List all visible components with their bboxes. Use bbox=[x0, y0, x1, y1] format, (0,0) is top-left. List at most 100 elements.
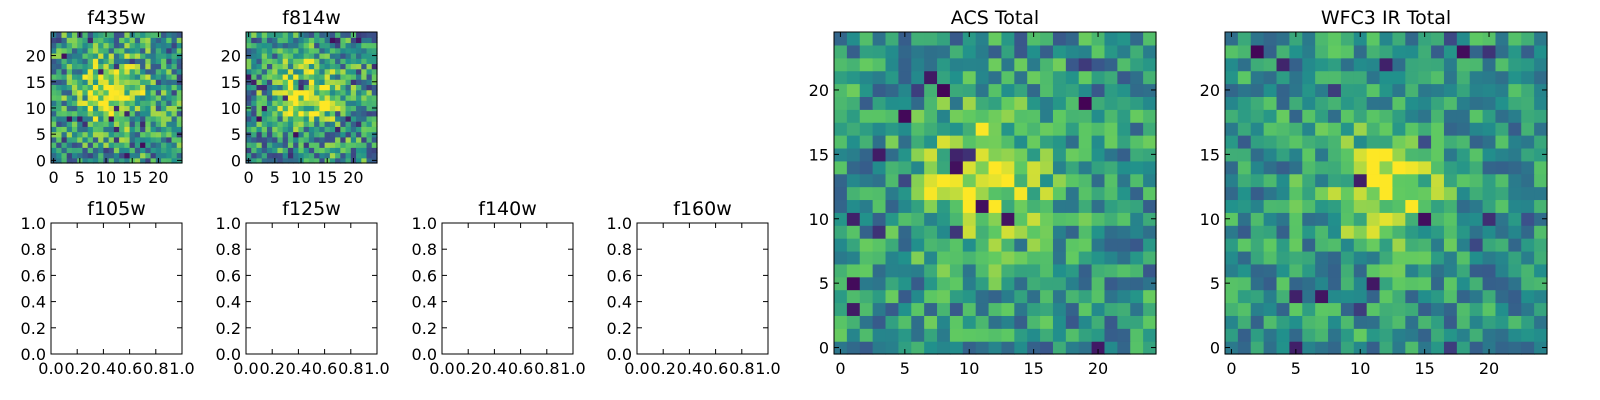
heatmap-cell bbox=[1366, 276, 1381, 291]
heatmap-cell bbox=[1495, 250, 1509, 265]
heatmap-cell bbox=[266, 58, 273, 65]
heatmap-cell bbox=[266, 52, 273, 59]
heatmap-cell bbox=[287, 110, 294, 117]
heatmap-cell bbox=[1392, 289, 1406, 304]
heatmap-cell bbox=[51, 47, 57, 54]
heatmap-cell bbox=[103, 68, 110, 75]
heatmap-cell bbox=[82, 142, 89, 148]
heatmap-cell bbox=[949, 302, 964, 316]
heatmap-cell bbox=[150, 100, 157, 106]
heatmap-cell bbox=[1143, 83, 1157, 97]
heatmap-cell bbox=[1225, 70, 1239, 85]
heatmap-cell bbox=[1250, 160, 1265, 175]
heatmap-cell bbox=[335, 63, 341, 70]
heatmap-cell bbox=[345, 94, 352, 101]
heatmap-cell bbox=[846, 109, 861, 123]
heatmap-cell bbox=[1143, 70, 1157, 85]
heatmap-cell bbox=[176, 89, 183, 96]
heatmap-cell bbox=[366, 100, 373, 106]
heatmap-cell bbox=[1508, 135, 1522, 149]
heatmap-cell bbox=[324, 100, 331, 106]
heatmap-cell bbox=[272, 115, 279, 122]
heatmap-cell bbox=[140, 73, 146, 80]
heatmap-cell bbox=[66, 105, 73, 112]
heatmap-cell bbox=[1250, 96, 1265, 110]
heatmap-cell bbox=[82, 73, 89, 80]
heatmap-cell bbox=[119, 73, 125, 80]
heatmap-cell bbox=[859, 186, 874, 201]
heatmap-cell bbox=[66, 142, 73, 148]
heatmap-cell bbox=[308, 105, 315, 112]
heatmap-cell bbox=[1091, 57, 1106, 72]
heatmap-cell bbox=[846, 315, 861, 329]
heatmap-cell bbox=[1379, 173, 1394, 188]
heatmap-cell bbox=[319, 94, 326, 101]
heatmap-cell bbox=[150, 94, 157, 101]
heatmap-cell bbox=[293, 84, 299, 91]
heatmap-cell bbox=[119, 142, 125, 148]
heatmap-cell bbox=[319, 157, 326, 164]
y-tick-label: 0 bbox=[231, 151, 241, 170]
heatmap-cell bbox=[1143, 57, 1157, 72]
heatmap-cell bbox=[1263, 341, 1278, 355]
heatmap-cell bbox=[898, 315, 912, 329]
heatmap-cell bbox=[166, 142, 173, 148]
heatmap-cell bbox=[1340, 109, 1355, 123]
heatmap-cell bbox=[975, 147, 990, 162]
heatmap-cell bbox=[272, 42, 279, 49]
heatmap-cell bbox=[335, 131, 341, 138]
heatmap-cell bbox=[988, 238, 1003, 252]
heatmap-cell bbox=[1315, 250, 1329, 265]
heatmap-cell bbox=[859, 250, 874, 265]
heatmap-cell bbox=[361, 89, 368, 96]
heatmap-cell bbox=[1250, 315, 1265, 329]
heatmap-cell bbox=[108, 79, 115, 85]
heatmap-cell bbox=[92, 73, 99, 80]
heatmap-cell bbox=[1078, 186, 1093, 201]
heatmap-cell bbox=[1418, 302, 1432, 316]
heatmap-cell bbox=[1143, 147, 1157, 162]
heatmap-cell bbox=[124, 37, 131, 44]
heatmap-cell bbox=[366, 131, 373, 138]
heatmap-cell bbox=[345, 37, 352, 44]
heatmap-cell bbox=[61, 84, 68, 91]
heatmap-cell bbox=[166, 52, 173, 59]
heatmap-cell bbox=[1001, 276, 1015, 291]
heatmap-cell bbox=[113, 121, 120, 127]
heatmap-cell bbox=[898, 109, 912, 123]
subplot-title: f140w bbox=[478, 198, 537, 220]
heatmap-cell bbox=[1456, 160, 1471, 175]
heatmap-cell bbox=[361, 110, 368, 117]
x-tick-label: 10 bbox=[959, 359, 979, 378]
heatmap-cell bbox=[859, 57, 874, 72]
heatmap-cell bbox=[1104, 199, 1118, 213]
heatmap-cell bbox=[103, 73, 110, 80]
y-tick-label: 10 bbox=[809, 210, 829, 229]
heatmap-cell bbox=[324, 131, 331, 138]
heatmap-cell bbox=[1353, 96, 1368, 110]
heatmap-cell bbox=[885, 96, 899, 110]
heatmap-cell bbox=[103, 79, 110, 85]
heatmap-cell bbox=[1289, 328, 1303, 342]
heatmap-cell bbox=[166, 131, 173, 138]
y-tick-label: 15 bbox=[809, 145, 829, 164]
heatmap-cell bbox=[975, 57, 990, 72]
heatmap-cell bbox=[1418, 199, 1432, 213]
subplot-title: f814w bbox=[282, 7, 341, 29]
heatmap-cell bbox=[272, 105, 279, 112]
heatmap-cell bbox=[51, 89, 57, 96]
heatmap-cell bbox=[92, 37, 99, 44]
heatmap-cell bbox=[1495, 199, 1509, 213]
heatmap-cell bbox=[924, 225, 938, 239]
heatmap-cell bbox=[949, 122, 964, 136]
heatmap-cell bbox=[1353, 212, 1368, 226]
heatmap-cell bbox=[1052, 96, 1067, 110]
heatmap-cell bbox=[92, 32, 99, 38]
heatmap-cell bbox=[872, 96, 887, 110]
heatmap-cell bbox=[834, 199, 848, 213]
heatmap-cell bbox=[371, 58, 378, 65]
heatmap-cell bbox=[350, 68, 357, 75]
heatmap-cell bbox=[1495, 147, 1509, 162]
heatmap-cell bbox=[314, 94, 320, 101]
heatmap-cell bbox=[949, 44, 964, 59]
